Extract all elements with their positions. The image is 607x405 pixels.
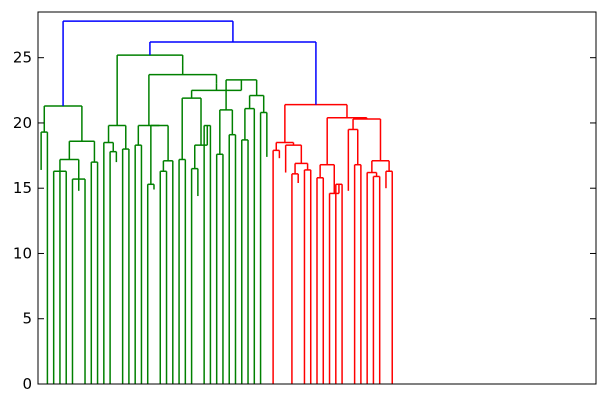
y-axis-ticks: 0 5 10 15 20 25 <box>13 49 596 393</box>
dendrogram-links <box>40 20 393 384</box>
y-tick-label-0: 0 <box>22 375 32 393</box>
y-tick-label-15: 15 <box>13 179 32 197</box>
y-tick-label-5: 5 <box>22 310 32 328</box>
y-tick-label-20: 20 <box>13 114 32 132</box>
y-tick-label-25: 25 <box>13 49 32 67</box>
plot-frame <box>37 11 597 385</box>
y-tick-label-10: 10 <box>13 244 32 262</box>
